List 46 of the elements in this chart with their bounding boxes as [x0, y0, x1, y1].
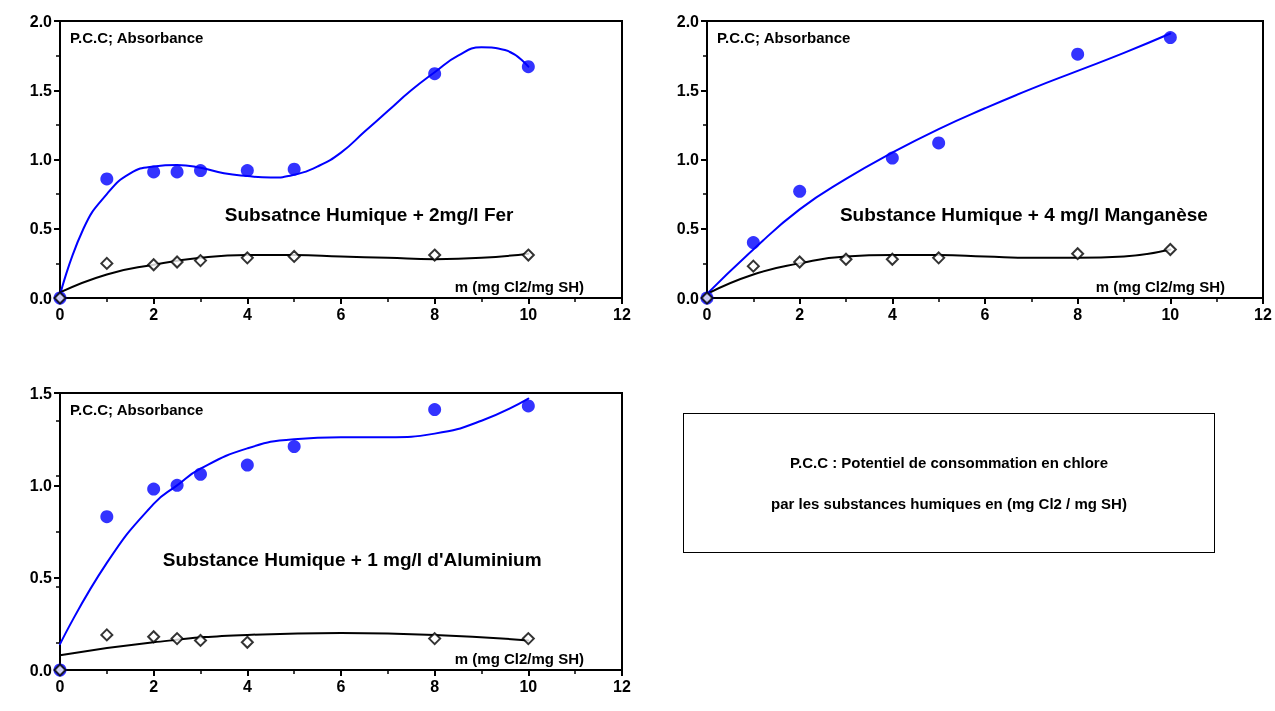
y-tick-label: 2.0: [29, 12, 53, 30]
x-tick-label: 6: [336, 305, 346, 323]
y-tick-label: 1.0: [29, 476, 53, 494]
y-tick-label: 1.5: [29, 384, 53, 402]
x-tick-label: 12: [613, 677, 631, 695]
y-axis-title: P.C.C; Absorbance: [70, 28, 204, 46]
x-tick-label: 8: [1073, 305, 1083, 323]
x-axis-title: m (mg Cl2/mg SH): [454, 277, 584, 295]
y-tick-label: 1.5: [676, 81, 700, 99]
x-tick-label: 6: [980, 305, 990, 323]
y-tick-label: 1.0: [29, 151, 53, 168]
y-axis-title: P.C.C; Absorbance: [717, 28, 851, 46]
text: Substance Humique + 4 mg/l Manganèse: [839, 204, 1208, 226]
y-axis-title: P.C.C; Absorbance: [70, 400, 204, 418]
x-tick-label: 2: [795, 305, 805, 323]
y-tick-label: 0.5: [676, 220, 700, 238]
x-axis-title: m (mg Cl2/mg SH): [1095, 277, 1225, 295]
text: Subsatnce Humique + 2mg/l Fer: [224, 204, 515, 226]
x-tick-label: 10: [1161, 305, 1180, 323]
x-tick-label: 8: [430, 305, 440, 323]
x-tick-label: 12: [1254, 305, 1272, 323]
x-tick-label: 2: [149, 677, 159, 695]
y-tick-label: 0.0: [29, 661, 53, 679]
x-tick-label: 4: [242, 677, 252, 695]
text: P.C.C : Potentiel de consommation en chlore: [789, 454, 1109, 471]
x-tick-label: 4: [887, 305, 897, 323]
x-axis-title: m (mg Cl2/mg SH): [454, 649, 584, 667]
text: par les substances humiques en (mg Cl2 / mg SH): [771, 495, 1127, 512]
text: Substance Humique + 1 mg/l d'Aluminium: [162, 548, 542, 570]
y-tick-label: 1.0: [676, 151, 700, 168]
x-tick-label: 10: [519, 677, 538, 695]
y-tick-label: 0.5: [29, 569, 53, 587]
x-tick-label: 12: [613, 305, 631, 323]
y-tick-label: 0.5: [29, 220, 53, 238]
x-tick-label: 6: [336, 677, 346, 695]
x-tick-label: 4: [242, 305, 252, 323]
x-tick-label: 0: [702, 305, 712, 323]
y-tick-label: 2.0: [676, 12, 700, 30]
x-tick-label: 0: [55, 305, 65, 323]
x-tick-label: 0: [55, 677, 65, 695]
x-tick-label: 10: [519, 305, 538, 323]
y-tick-label: 0.0: [676, 289, 700, 307]
x-tick-label: 8: [430, 677, 440, 695]
y-tick-label: 0.0: [29, 289, 53, 307]
y-tick-label: 1.5: [29, 81, 53, 99]
x-tick-label: 2: [149, 305, 159, 323]
